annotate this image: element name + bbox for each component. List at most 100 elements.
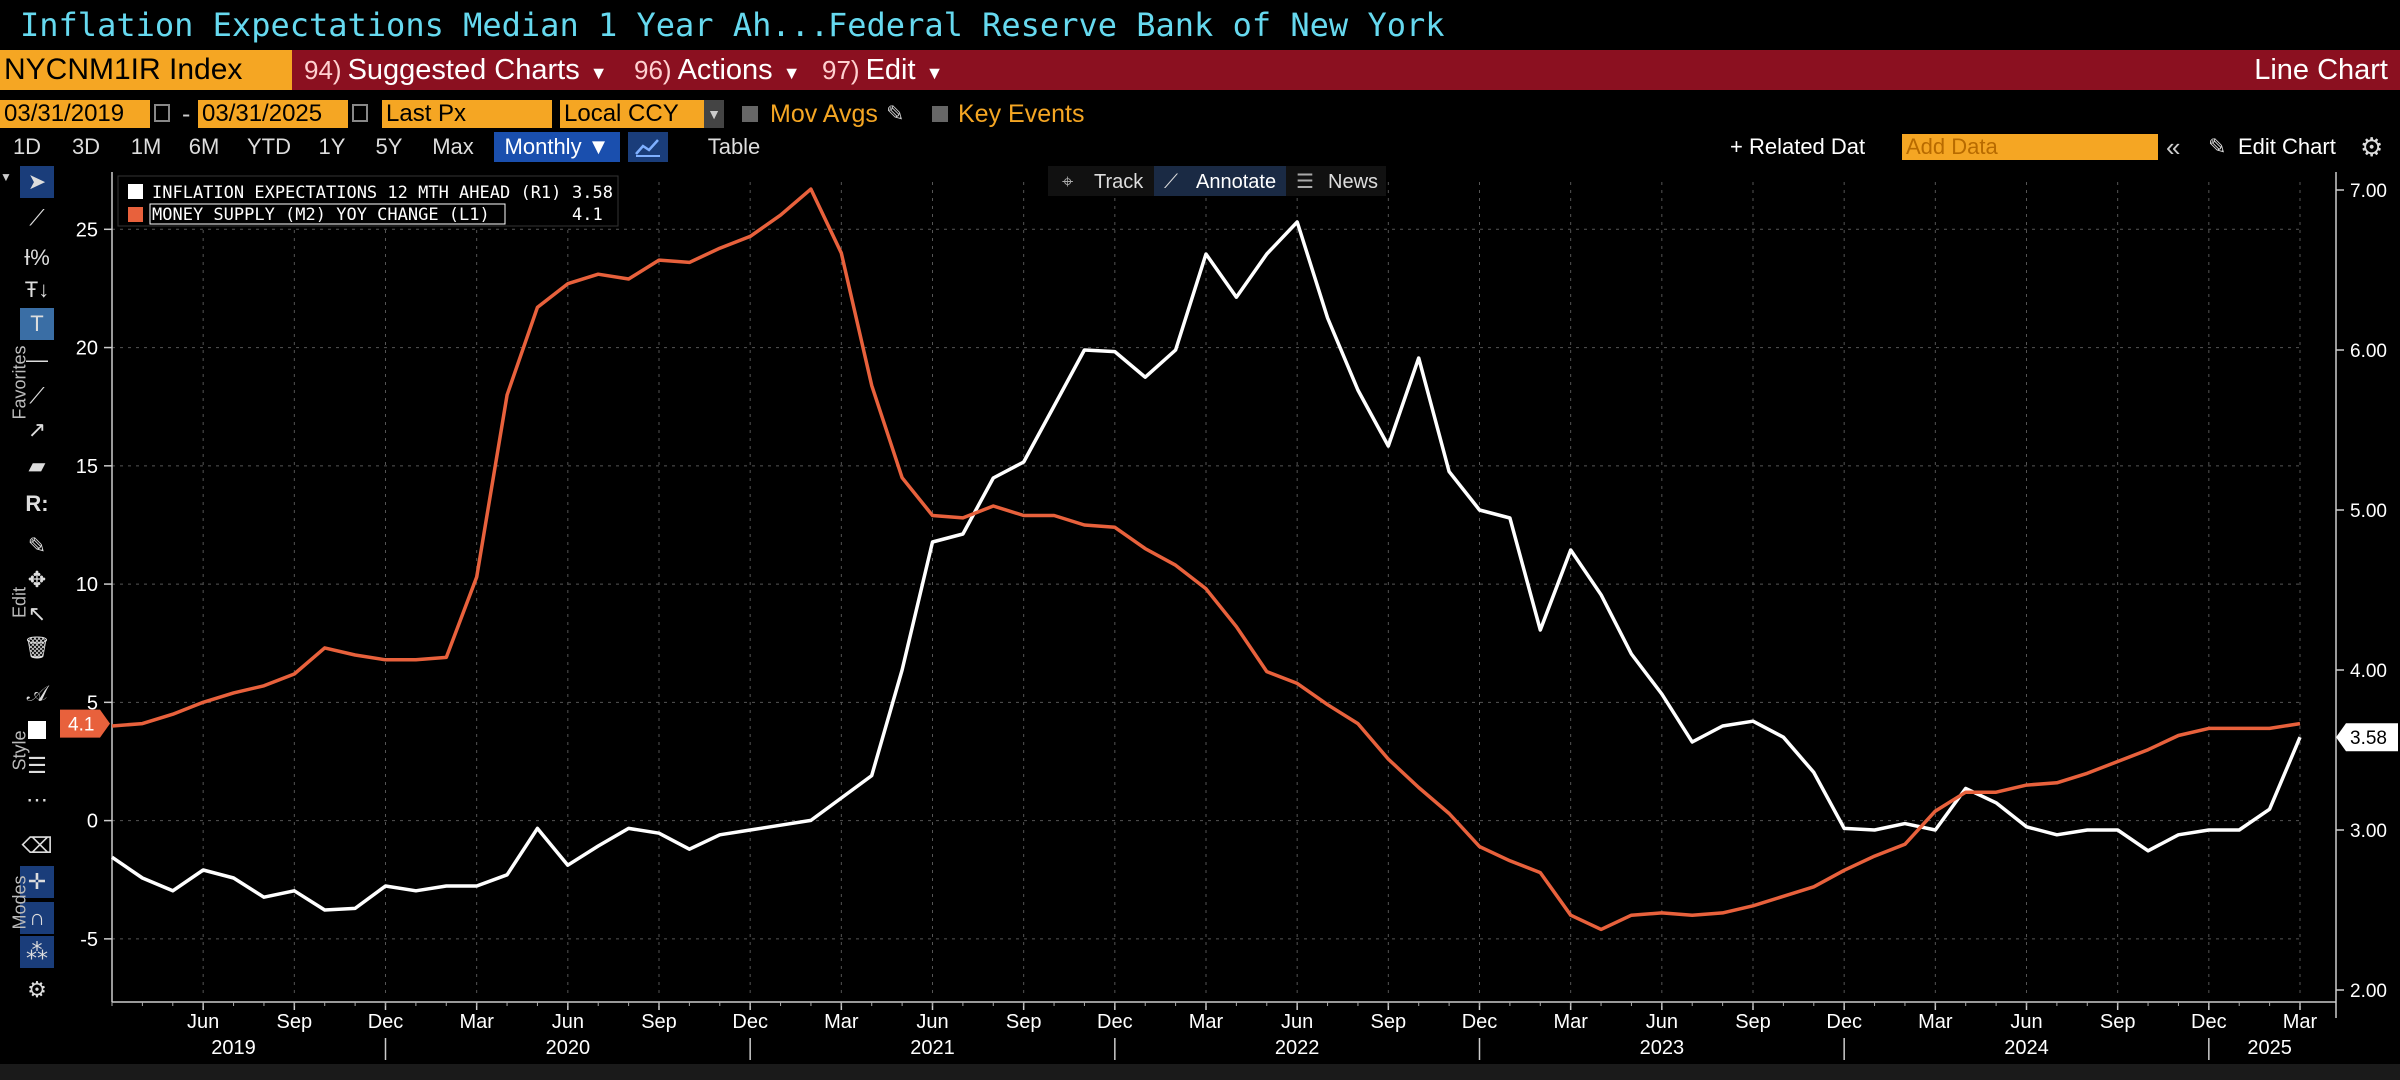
- related-data-button[interactable]: + Related Dat: [1730, 134, 1866, 159]
- gear-icon[interactable]: ⚙: [2360, 132, 2384, 162]
- horizontal-line-icon[interactable]: —: [26, 347, 48, 372]
- key-events-checkbox[interactable]: [932, 106, 948, 122]
- text-tool-icon[interactable]: T: [20, 308, 54, 340]
- x-month-label: Dec: [1097, 1011, 1133, 1033]
- range-max[interactable]: Max: [432, 134, 474, 159]
- currency-dropdown[interactable]: Local CCY: [560, 100, 708, 128]
- menu-number: 97): [822, 55, 860, 85]
- edit-chart-button[interactable]: Edit Chart: [2238, 134, 2336, 159]
- magnet-icon[interactable]: ∩: [20, 902, 54, 934]
- legend-label-money-supply: MONEY SUPPLY (M2) YOY CHANGE (L1): [152, 205, 490, 225]
- pointer-plus-icon[interactable]: ↖: [27, 601, 47, 626]
- mov-avgs-checkbox[interactable]: [742, 106, 758, 122]
- suggested-charts-menu[interactable]: 94) Suggested Charts ▼: [304, 50, 608, 90]
- range-1d[interactable]: 1D: [12, 134, 42, 159]
- eraser-icon[interactable]: ⌫: [21, 833, 53, 858]
- right-last-value: 3.58: [2350, 728, 2387, 749]
- caret-down-icon: ▼: [782, 63, 801, 83]
- line-chart[interactable]: 25 20 15 10 5 0 -5 7.00 6.00 5.00 4.00 3.00 2.00 Ju…: [0, 162, 2400, 1062]
- left-tick-label: 15: [76, 456, 98, 478]
- range-5y[interactable]: 5Y: [375, 134, 403, 159]
- percent-tool-icon[interactable]: Ɨ%: [24, 245, 50, 270]
- range-6m[interactable]: 6M: [188, 134, 220, 159]
- pointer-icon[interactable]: ➤: [20, 166, 54, 198]
- multi-color-icon[interactable]: ⁂: [20, 936, 54, 968]
- range-ytd[interactable]: YTD: [247, 134, 291, 159]
- news-button[interactable]: News: [1328, 171, 1378, 193]
- x-month-label: Sep: [1735, 1011, 1771, 1033]
- news-icon[interactable]: ☰: [1296, 171, 1314, 193]
- font-style-icon[interactable]: 𝒜: [26, 681, 48, 706]
- actions-menu[interactable]: 96) Actions ▼: [634, 50, 801, 90]
- left-last-value: 4.1: [68, 715, 94, 736]
- range-1y[interactable]: 1Y: [318, 134, 346, 159]
- source-name: Federal Reserve Bank of New York: [828, 6, 1445, 44]
- line-style-icon[interactable]: ⋯: [26, 787, 48, 812]
- right-tick-label: 6.00: [2350, 341, 2387, 362]
- drawing-toolbar: ▼ ➤ ⟋ Ɨ% Ŧ↓ T — ⟋ ↗ ▰ R: ✎ ✥ ↖ 🗑 𝒜 ☰ ⋯ ⌫…: [0, 162, 60, 1012]
- date-bar: 03/31/2019 - 03/31/2025 Last Px Local CC…: [0, 98, 2400, 130]
- calendar-icon[interactable]: [352, 104, 368, 122]
- annotate-icon[interactable]: ⟋: [1164, 171, 1178, 193]
- x-year-label: 2022: [1275, 1037, 1320, 1059]
- legend-swatch-inflation: [128, 184, 143, 199]
- line-weight-icon[interactable]: ☰: [27, 753, 47, 778]
- x-month-label: Mar: [2283, 1011, 2318, 1033]
- x-month-label: Jun: [187, 1011, 219, 1033]
- fib-tool-icon[interactable]: Ŧ↓: [24, 277, 50, 302]
- edit-menu[interactable]: 97) Edit ▼: [822, 50, 943, 90]
- x-month-label: Jun: [1281, 1011, 1313, 1033]
- range-bar: 1D 3D 1M 6M YTD 1Y 5Y Max Monthly ▼ Tabl…: [0, 132, 2400, 162]
- price-field[interactable]: Last Px: [382, 100, 552, 128]
- x-month-label: Jun: [916, 1011, 948, 1033]
- mov-avgs-label[interactable]: Mov Avgs: [770, 100, 878, 128]
- x-month-label: Sep: [1371, 1011, 1407, 1033]
- start-date-field[interactable]: 03/31/2019: [0, 100, 150, 128]
- x-month-label: Mar: [1189, 1011, 1224, 1033]
- left-axis: 25 20 15 10 5 0 -5: [76, 172, 113, 1002]
- x-month-label: Jun: [2010, 1011, 2042, 1033]
- frequency-dropdown[interactable]: Monthly ▼: [494, 132, 620, 162]
- line-chart-icon[interactable]: [628, 132, 668, 162]
- channel-icon[interactable]: ▰: [28, 453, 46, 478]
- ticker-field[interactable]: NYCNM1IR Index: [0, 50, 292, 90]
- command-bar: NYCNM1IR Index 94) Suggested Charts ▼ 96) A…: [0, 50, 2400, 90]
- regression-icon[interactable]: R:: [25, 491, 49, 516]
- x-year-label: 2025: [2247, 1037, 2292, 1059]
- range-1m[interactable]: 1M: [130, 134, 162, 159]
- move-icon[interactable]: ✥: [27, 567, 47, 592]
- series-layer: [111, 187, 2302, 932]
- add-data-input[interactable]: Add Data: [1902, 134, 2158, 160]
- track-button[interactable]: Track: [1094, 171, 1144, 193]
- x-month-label: Jun: [552, 1011, 584, 1033]
- trash-icon[interactable]: 🗑: [23, 635, 51, 660]
- x-month-label: Mar: [1918, 1011, 1953, 1033]
- left-last-value-badge: 4.1: [60, 709, 110, 738]
- x-month-label: Dec: [732, 1011, 768, 1033]
- caret-down-icon[interactable]: ▼: [0, 170, 12, 184]
- key-events-label[interactable]: Key Events: [958, 100, 1085, 128]
- crosshair-icon[interactable]: ⌖: [1062, 171, 1073, 193]
- table-button[interactable]: Table: [707, 134, 761, 159]
- crosshair-plus-icon[interactable]: ✛: [20, 866, 54, 898]
- right-tick-label: 2.00: [2350, 981, 2387, 1002]
- left-tick-label: -5: [80, 929, 98, 951]
- pencil-icon[interactable]: ✎: [886, 101, 905, 126]
- chevron-down-icon[interactable]: ▼: [704, 100, 724, 128]
- end-date-field[interactable]: 03/31/2025: [198, 100, 348, 128]
- calendar-icon[interactable]: [154, 104, 170, 122]
- line-tool-icon[interactable]: ⟋: [29, 205, 45, 230]
- x-year-label: 2019: [211, 1037, 256, 1059]
- annotate-button[interactable]: Annotate: [1196, 171, 1276, 193]
- pen-icon[interactable]: ✎: [27, 533, 47, 558]
- range-3d[interactable]: 3D: [71, 134, 101, 159]
- trend-line-icon[interactable]: ⟋: [29, 383, 45, 408]
- right-tick-label: 5.00: [2350, 501, 2387, 522]
- right-last-value-badge: 3.58: [2336, 723, 2398, 752]
- ray-line-icon[interactable]: ↗: [27, 417, 47, 442]
- double-chevron-left-icon[interactable]: «: [2166, 132, 2181, 162]
- x-month-label: Mar: [459, 1011, 494, 1033]
- menu-number: 96): [634, 55, 672, 85]
- gear-icon[interactable]: ⚙: [27, 977, 47, 1002]
- color-swatch-icon[interactable]: [20, 714, 54, 746]
